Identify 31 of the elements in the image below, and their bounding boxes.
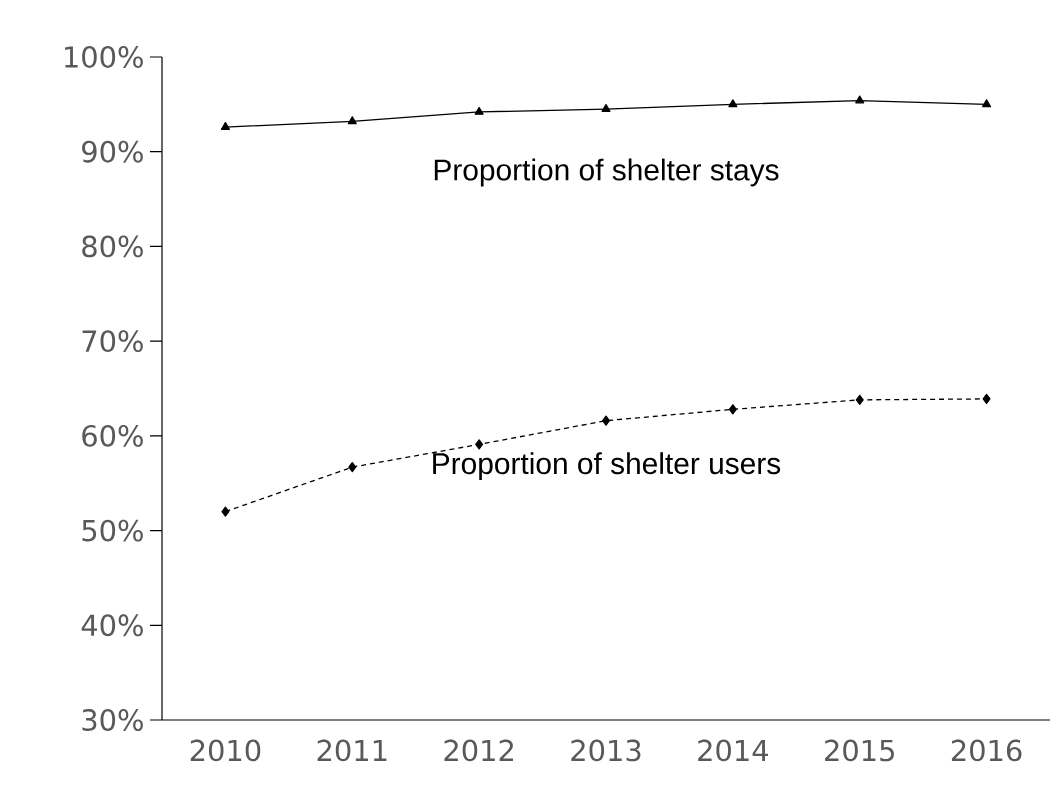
x-tick-label: 2014: [698, 739, 768, 762]
x-tick-label: 2015: [825, 739, 894, 762]
series-label: Proportion of shelter users: [433, 452, 781, 481]
point: [347, 116, 357, 125]
point: [982, 393, 991, 405]
y-tick-label: 40%: [81, 614, 143, 637]
y-tick-label: 100%: [65, 46, 143, 68]
point: [728, 99, 738, 108]
point: [855, 394, 864, 405]
point: [982, 99, 992, 108]
point: [474, 106, 484, 115]
series-label: Proportion of shelter stays: [434, 158, 779, 187]
y-tick-label: 90%: [82, 140, 143, 163]
x-tick-label: 2012: [444, 739, 513, 762]
point: [601, 415, 611, 426]
point: [855, 95, 865, 104]
y-tick-label: 70%: [82, 330, 143, 353]
point: [728, 404, 737, 415]
point: [221, 506, 230, 517]
y-tick-label: 60%: [82, 424, 143, 447]
y-tick-label: 80%: [82, 235, 143, 258]
x-tick-label: 2011: [317, 739, 387, 762]
point: [601, 103, 611, 112]
point: [475, 439, 484, 450]
point: [220, 121, 230, 130]
point: [348, 461, 357, 473]
x-tick-label: 2010: [190, 739, 261, 762]
x-tick-label: 2013: [571, 739, 641, 762]
y-tick-label: 30%: [82, 709, 143, 731]
y-tick-label: 50%: [82, 519, 143, 542]
x-tick-label: 2016: [951, 739, 1022, 762]
